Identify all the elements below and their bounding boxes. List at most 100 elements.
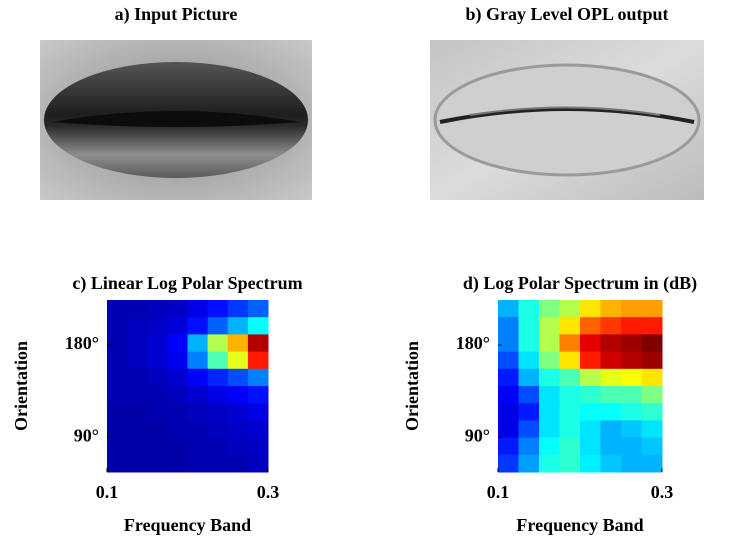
heatmap-cell xyxy=(207,386,229,404)
heatmap-cell xyxy=(580,403,601,421)
heatmap-cell xyxy=(127,317,148,335)
heatmap-cell xyxy=(498,386,519,404)
heatmap-cell xyxy=(600,368,622,387)
heatmap-cell xyxy=(127,454,148,473)
heatmap-cell xyxy=(107,334,128,353)
y-axis-label: Orientation xyxy=(402,341,422,431)
heatmap-cell xyxy=(207,437,229,456)
heatmap-cell xyxy=(600,420,622,439)
y-axis-label: Orientation xyxy=(11,341,31,431)
heatmap-cell xyxy=(641,334,663,353)
heatmap-cell xyxy=(621,403,642,421)
heatmap-cell xyxy=(498,420,519,439)
heatmap-cell xyxy=(600,300,622,318)
heatmap-cell xyxy=(641,403,663,421)
heatmap-cell xyxy=(518,334,540,353)
heatmap-cell xyxy=(107,386,128,404)
heatmap-cell xyxy=(621,300,642,318)
heatmap-cell xyxy=(559,368,581,387)
heatmap-cell xyxy=(127,368,148,387)
heatmap-cell xyxy=(600,437,622,456)
heatmap-cell xyxy=(207,368,229,387)
chart-title: c) Linear Log Polar Spectrum xyxy=(72,273,302,294)
heatmap-cell xyxy=(167,437,188,456)
x-tick-label: 0.3 xyxy=(651,482,674,502)
heatmap-cell xyxy=(539,403,560,421)
heatmap-cell xyxy=(187,368,209,387)
heatmap-cell xyxy=(147,351,168,370)
heatmap-cell xyxy=(580,386,601,404)
heatmap-cell xyxy=(539,351,560,370)
heatmap-cell xyxy=(641,351,663,370)
heatmap-cell xyxy=(539,334,560,353)
heatmap-cell xyxy=(559,454,581,473)
y-tick-label: 90° xyxy=(74,425,99,445)
heatmap-cell xyxy=(247,420,269,439)
heatmap-cell xyxy=(621,454,642,473)
heatmap-cell xyxy=(559,437,581,456)
heatmap-cell xyxy=(147,317,168,335)
heatmap-cell xyxy=(167,300,188,318)
heatmap-cell xyxy=(167,334,188,353)
heatmap-cell xyxy=(227,334,249,353)
heatmap-cell xyxy=(107,403,128,421)
heatmap-cell xyxy=(247,437,269,456)
heatmap-cell xyxy=(641,368,663,387)
heatmap-cell xyxy=(539,420,560,439)
heatmap-cell xyxy=(621,386,642,404)
heatmap-cell xyxy=(207,351,229,370)
image-title: a) Input Picture xyxy=(115,4,238,25)
heatmap-cell xyxy=(518,317,540,335)
heatmap-cell xyxy=(518,386,540,404)
heatmap-cell xyxy=(167,317,188,335)
heatmap-cell xyxy=(187,454,209,473)
heatmap-cell xyxy=(107,300,128,318)
heatmap-cell xyxy=(147,300,168,318)
heatmap-cell xyxy=(621,351,642,370)
heatmap-cell xyxy=(187,420,209,439)
heatmap-cell xyxy=(247,386,269,404)
heatmap-cell xyxy=(559,317,581,335)
heatmap-cell xyxy=(107,351,128,370)
heatmap-cell xyxy=(559,351,581,370)
heatmap-cell xyxy=(167,403,188,421)
heatmap-cell xyxy=(518,368,540,387)
input-picture xyxy=(40,40,312,200)
heatmap-cell xyxy=(559,334,581,353)
heatmap-cell xyxy=(600,317,622,335)
heatmap-cell xyxy=(559,420,581,439)
heatmap-cell xyxy=(147,420,168,439)
heatmap-cell xyxy=(227,386,249,404)
heatmap-cell xyxy=(600,334,622,353)
heatmap-cell xyxy=(207,317,229,335)
heatmap-cell xyxy=(498,403,519,421)
heatmap-cell xyxy=(247,317,269,335)
heatmap-cell xyxy=(227,351,249,370)
heatmap-cell xyxy=(227,454,249,473)
heatmap-cell xyxy=(247,403,269,421)
heatmap-cell xyxy=(641,317,663,335)
x-tick-label: 0.1 xyxy=(487,482,510,502)
heatmap-cell xyxy=(187,386,209,404)
heatmap-cell xyxy=(147,454,168,473)
heatmap-cell xyxy=(600,454,622,473)
heatmap-cell xyxy=(580,420,601,439)
heatmap-cell xyxy=(518,351,540,370)
heatmap-cell xyxy=(227,437,249,456)
heatmap-cell xyxy=(227,368,249,387)
heatmap-cell xyxy=(498,368,519,387)
heatmap-cell xyxy=(167,454,188,473)
heatmap-cell xyxy=(207,334,229,353)
heatmap-cell xyxy=(127,351,148,370)
heatmap-cell xyxy=(227,317,249,335)
heatmap-cell xyxy=(247,351,269,370)
heatmap-cell xyxy=(600,386,622,404)
heatmap-cell xyxy=(167,386,188,404)
heatmap-cell xyxy=(580,317,601,335)
heatmap-cell xyxy=(498,454,519,473)
heatmap-cell xyxy=(539,386,560,404)
heatmap-cell xyxy=(518,300,540,318)
heatmap-cell xyxy=(498,300,519,318)
heatmap-cell xyxy=(518,437,540,456)
